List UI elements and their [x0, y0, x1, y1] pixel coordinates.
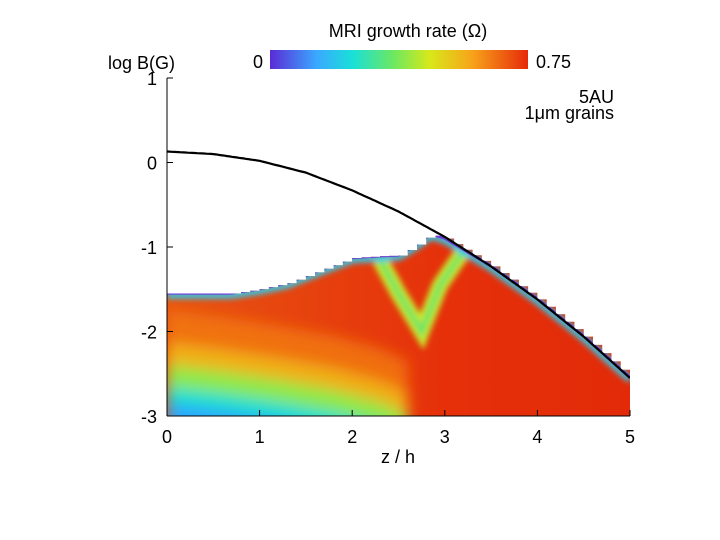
y-axis-label: log B(G): [108, 53, 175, 73]
colorbar-max-label: 0.75: [536, 52, 571, 72]
x-tick-label: 2: [347, 427, 357, 447]
y-ticks: 1 0 -1 -2 -3: [141, 69, 173, 427]
y-tick-label: -3: [141, 407, 157, 427]
x-ticks: 0 1 2 3 4 5: [162, 410, 635, 447]
heatmap-groove-core: [377, 249, 466, 339]
y-tick-label: 0: [147, 154, 157, 174]
plot-area: 5AU 1μm grains: [167, 78, 630, 416]
y-tick-label: 1: [147, 69, 157, 89]
y-tick-label: -2: [141, 323, 157, 343]
annotation-line-2: 1μm grains: [525, 103, 614, 123]
boundary-curve: [167, 150, 630, 379]
heatmap-top-edge: [167, 235, 630, 383]
x-axis-label: z / h: [381, 447, 415, 467]
heatmap-cyan-band: [167, 382, 408, 416]
x-tick-label: 1: [255, 427, 265, 447]
x-tick-label: 5: [625, 427, 635, 447]
colorbar: [270, 50, 528, 69]
heatmap-green-band: [167, 361, 408, 416]
y-tick-label: -1: [141, 238, 157, 258]
colorbar-min-label: 0: [253, 52, 263, 72]
chart-title: MRI growth rate (Ω): [329, 21, 487, 41]
x-tick-label: 0: [162, 427, 172, 447]
heatmap-yellow-band: [167, 339, 408, 416]
x-tick-label: 4: [532, 427, 542, 447]
annotation-line-1: 5AU: [579, 87, 614, 107]
heatmap-orange-band: [167, 310, 408, 395]
x-tick-label: 3: [440, 427, 450, 447]
